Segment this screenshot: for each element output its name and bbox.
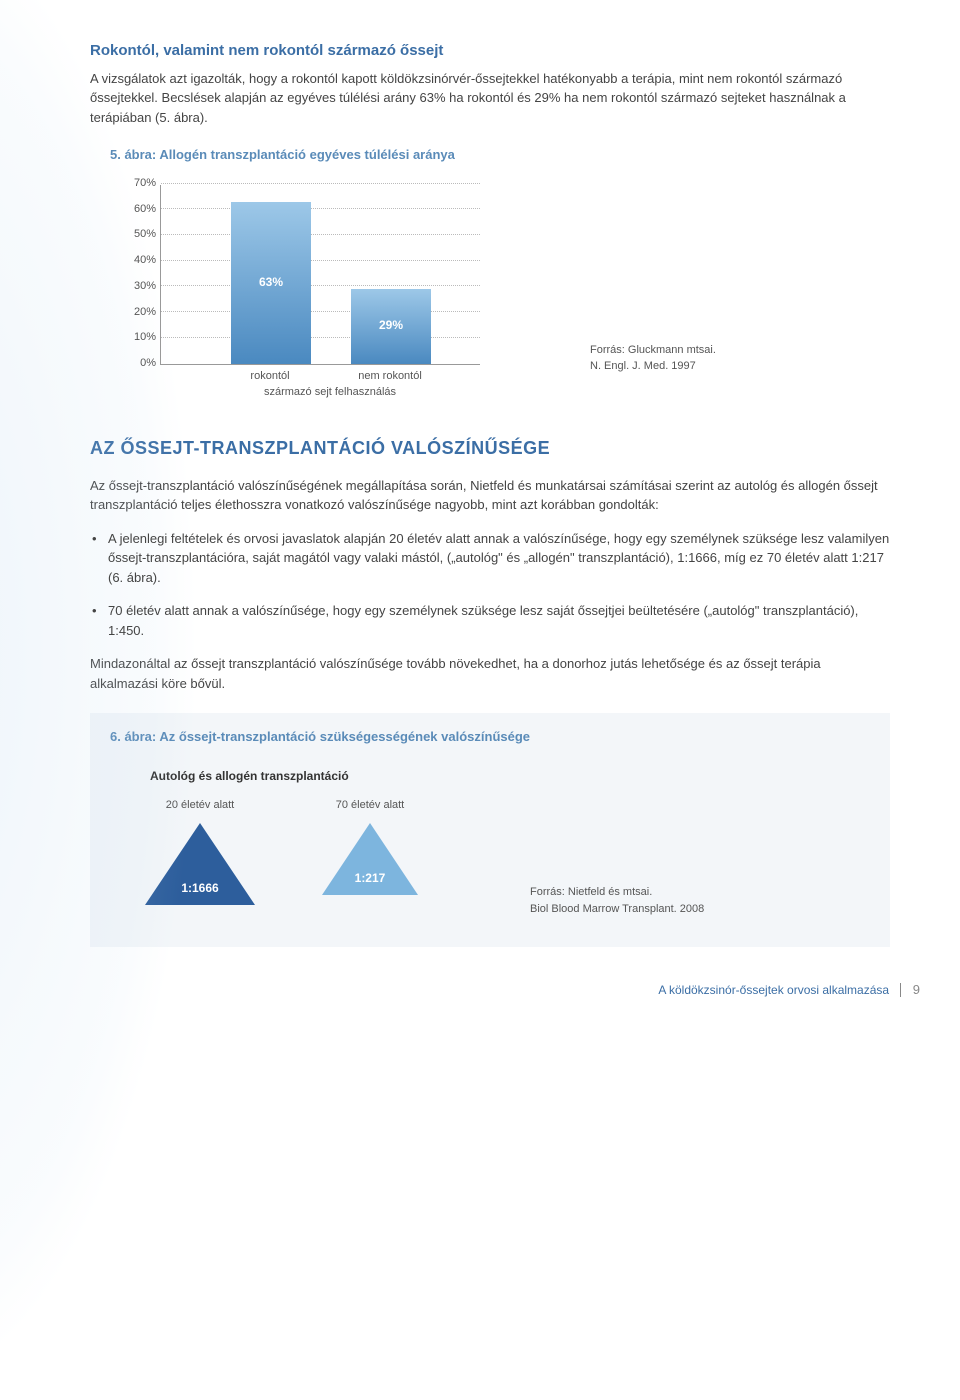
- ytick: 70%: [120, 175, 156, 192]
- bar-value-label: 63%: [231, 273, 311, 291]
- fig6-caption: 6. ábra: Az őssejt-transzplantáció szüks…: [110, 727, 870, 747]
- fig5-caption: 5. ábra: Allogén transzplantáció egyéves…: [110, 145, 890, 165]
- fig5-source-line1: Forrás: Gluckmann mtsai.: [590, 342, 716, 359]
- section2-closing: Mindazonáltal az őssejt transzplantáció …: [90, 654, 890, 693]
- section1-body: A vizsgálatok azt igazolták, hogy a roko…: [90, 69, 890, 128]
- ytick: 40%: [120, 252, 156, 269]
- triangle-label: 20 életév alatt: [140, 797, 260, 814]
- fig6-source-line2: Biol Blood Marrow Transplant. 2008: [530, 901, 704, 918]
- section1-title: Rokontól, valamint nem rokontól származó…: [90, 40, 890, 63]
- chart-sublabel: származó sejt felhasználás: [220, 384, 440, 401]
- page-footer: A köldökzsinór-őssejtek orvosi alkalmazá…: [658, 980, 920, 1000]
- footer-divider: [900, 983, 901, 997]
- fig6-source-line1: Forrás: Nietfeld és mtsai.: [530, 884, 704, 901]
- footer-text: A köldökzsinór-őssejtek orvosi alkalmazá…: [658, 983, 889, 997]
- ytick: 0%: [120, 355, 156, 372]
- section2-title: AZ ŐSSEJT-TRANSZPLANTÁCIÓ VALÓSZÍNŰSÉGE: [90, 435, 890, 462]
- triangle-value: 1:1666: [140, 879, 260, 897]
- ytick: 50%: [120, 226, 156, 243]
- triangle-label: 70 életév alatt: [310, 797, 430, 814]
- ytick: 60%: [120, 201, 156, 218]
- fig6-box: 6. ábra: Az őssejt-transzplantáció szüks…: [90, 713, 890, 947]
- fig6-header: Autológ és allogén transzplantáció: [150, 767, 490, 785]
- page-number: 9: [913, 982, 920, 997]
- page-content: Rokontól, valamint nem rokontól származó…: [0, 0, 960, 1017]
- ytick: 30%: [120, 278, 156, 295]
- triangle-item: 20 életév alatt 1:1666: [140, 797, 260, 924]
- xtick: nem rokontól: [350, 368, 430, 385]
- fig5-source-line2: N. Engl. J. Med. 1997: [590, 358, 716, 375]
- bullet-item: A jelenlegi feltételek és orvosi javasla…: [90, 529, 890, 588]
- bullet-item: 70 életév alatt annak a valószínűsége, h…: [90, 601, 890, 640]
- ytick: 10%: [120, 329, 156, 346]
- bar-value-label: 29%: [351, 316, 431, 334]
- section2-bullets: A jelenlegi feltételek és orvosi javasla…: [90, 529, 890, 641]
- section2-intro: Az őssejt-transzplantáció valószínűségén…: [90, 476, 890, 515]
- fig5-source: Forrás: Gluckmann mtsai. N. Engl. J. Med…: [590, 342, 716, 375]
- ytick: 20%: [120, 304, 156, 321]
- xtick: rokontól: [230, 368, 310, 385]
- triangle-value: 1:217: [310, 869, 430, 887]
- fig6-source: Forrás: Nietfeld és mtsai. Biol Blood Ma…: [530, 884, 704, 917]
- triangle-item: 70 életév alatt 1:217: [310, 797, 430, 924]
- fig5-chart: 63% 29% 0% 10% 20% 30% 40% 50% 60% 70% rokontól nem…: [110, 175, 870, 405]
